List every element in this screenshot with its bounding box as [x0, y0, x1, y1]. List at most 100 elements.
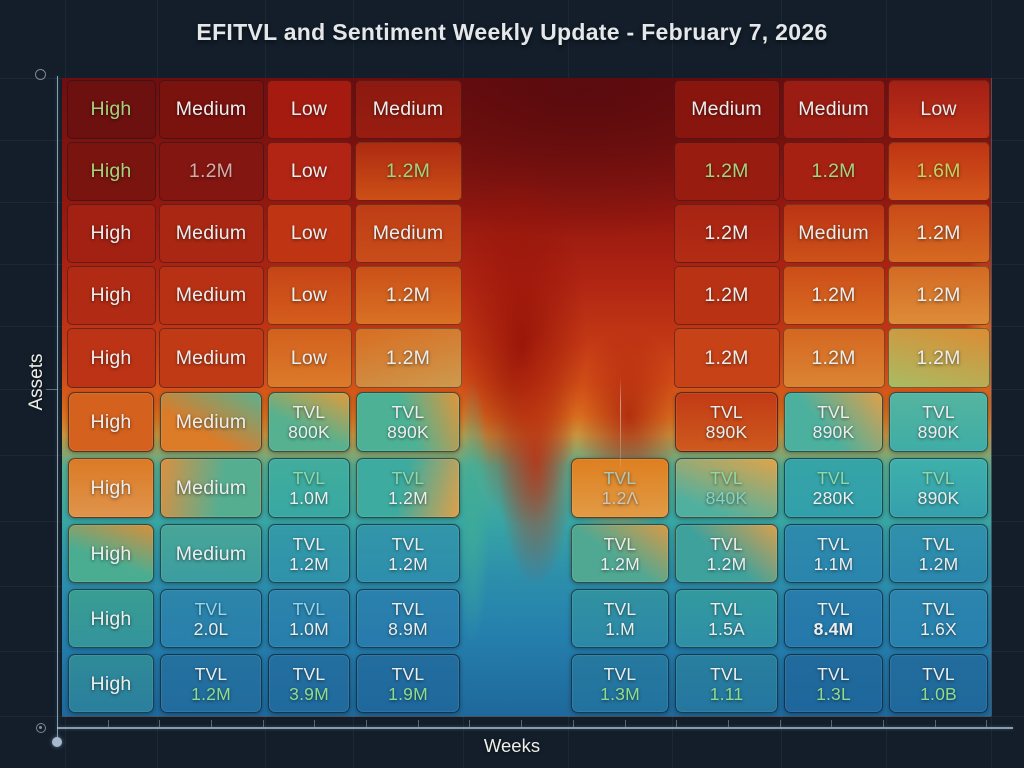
- heatmap-cell-r1c3: Low: [266, 79, 352, 139]
- x-axis-tick: [107, 720, 109, 727]
- heatmap-cell-r9c9: TVL 1.6X: [889, 589, 988, 648]
- x-axis-tick: [779, 720, 781, 727]
- heatmap-cell-r6c4: TVL 890K: [356, 392, 460, 452]
- heatmap-cell-r3c3: Low: [266, 203, 352, 263]
- heatmap-cell-r6c7: TVL 890K: [675, 392, 778, 452]
- x-axis-tick: [210, 720, 212, 727]
- heatmap-cell-r5c3: Low: [266, 327, 352, 388]
- cell-text: TVL: [194, 663, 228, 684]
- heatmap-cell-r3c2: Medium: [158, 203, 264, 263]
- heatmap-cell-r7c1: High: [68, 458, 154, 518]
- cell-text: Medium: [175, 411, 247, 433]
- heatmap-cell-r9c8: TVL 8.4M: [784, 589, 883, 648]
- x-axis-tick: [986, 720, 988, 727]
- heatmap-cell-r10c9: TVL 1.0B: [889, 654, 988, 713]
- heatmap-cell-r8c3: TVL 1.2M: [268, 524, 350, 583]
- x-axis-tick: [727, 720, 729, 727]
- cell-text: 1.2M: [388, 553, 428, 574]
- cell-text: 1.2M: [385, 284, 431, 306]
- page-gridline-v: [991, 0, 992, 768]
- cell-text: 1.6M: [916, 160, 961, 182]
- x-axis-tick: [934, 720, 936, 727]
- pointer-line: [620, 377, 621, 467]
- heatmap-cell-r5c7: 1.2M: [673, 327, 780, 388]
- heatmap-cell-r2c9: 1.6M: [887, 141, 990, 201]
- x-axis-tick: [314, 720, 316, 727]
- heatmap-cell-r2c3: Low: [266, 141, 352, 201]
- x-axis-tick: [159, 720, 161, 727]
- heatmap-cell-r10c7: TVL 1.11: [675, 654, 778, 713]
- heatmap-cell-r5c9: 1.2M: [887, 327, 990, 388]
- cell-text: Low: [290, 346, 328, 369]
- cell-text: Medium: [175, 542, 247, 565]
- x-axis-tick: [366, 720, 367, 727]
- cell-text: 280K: [812, 488, 855, 508]
- y-axis-tick: [46, 389, 57, 390]
- cell-text: TVL: [922, 663, 955, 684]
- x-axis-tick: [521, 720, 523, 727]
- heatmap-cell-r2c8: 1.2M: [782, 141, 885, 201]
- heatmap-cell-r6c2: Medium: [160, 392, 262, 452]
- cell-text: 1.2M: [706, 553, 747, 574]
- heatmap-cell-r1c2: Medium: [158, 79, 264, 139]
- cell-text: TVL: [922, 598, 955, 619]
- heatmap-plot-area: High Medium Low Medium Medium Medium Low High 1.…: [62, 78, 991, 716]
- cell-text: TVL: [603, 598, 637, 619]
- cell-text: TVL: [292, 598, 326, 619]
- cell-text: High: [90, 542, 132, 565]
- heatmap-cell-r1c1: High: [66, 79, 156, 139]
- cell-text: TVL: [710, 663, 743, 684]
- axis-origin-dot: [52, 737, 62, 747]
- x-axis-tick: [417, 720, 419, 727]
- cell-text: TVL: [817, 402, 850, 422]
- cell-text: TVL: [603, 468, 637, 488]
- cell-text: 1.2M: [388, 488, 428, 508]
- axis-corner-ring-icon: [36, 723, 46, 733]
- cell-text: Medium: [798, 222, 869, 244]
- cell-text: High: [90, 607, 132, 630]
- cell-text: 1.M: [605, 618, 635, 639]
- cell-text: 1.0B: [920, 683, 957, 704]
- cell-text: TVL: [391, 533, 425, 554]
- cell-text: TVL: [292, 533, 326, 554]
- heatmap-cell-r10c2: TVL 1.2M: [160, 654, 262, 713]
- cell-text: 3.9M: [289, 683, 329, 704]
- heatmap-cell-r5c2: Medium: [158, 327, 264, 388]
- heatmap-cell-r10c1: High: [68, 654, 154, 713]
- heatmap-cell-r1c7: Medium: [673, 79, 780, 139]
- cell-text: 1.0M: [289, 618, 329, 639]
- heatmap-cell-r2c4: 1.2M: [354, 141, 462, 201]
- cell-text: 2.0L: [193, 618, 229, 639]
- cell-text: Medium: [798, 98, 869, 120]
- heatmap-cell-r9c4: TVL 8.9M: [356, 589, 460, 648]
- cell-text: 1.2Λ: [601, 488, 639, 508]
- cell-text: 1.2M: [811, 160, 856, 182]
- heatmap-cell-r9c7: TVL 1.5A: [675, 589, 778, 648]
- heatmap-cell-r4c2: Medium: [158, 265, 264, 325]
- cell-text: TVL: [922, 468, 955, 488]
- cell-text: Low: [290, 222, 328, 244]
- heatmap-cell-r10c3: TVL 3.9M: [268, 654, 350, 713]
- heatmap-cell-r3c1: High: [66, 203, 156, 263]
- cell-text: 1.6X: [920, 618, 957, 639]
- heatmap-cell-r7c9: TVL 890K: [889, 458, 988, 518]
- heatmap-cell-r1c4: Medium: [354, 79, 462, 139]
- x-axis-tick: [624, 720, 626, 727]
- cell-text: High: [90, 477, 132, 499]
- heatmap-cell-r7c3: TVL 1.0M: [268, 458, 350, 518]
- heatmap-cell-r6c8: TVL 890K: [784, 392, 883, 452]
- heatmap-cell-r8c6: TVL 1.2M: [571, 524, 669, 583]
- cell-text: TVL: [817, 663, 850, 684]
- cell-text: TVL: [603, 663, 637, 684]
- cell-text: 1.11: [709, 683, 744, 704]
- cell-text: TVL: [391, 663, 425, 684]
- y-axis-line: [56, 76, 58, 742]
- heatmap-cell-r6c3: TVL 800K: [268, 392, 350, 452]
- cell-text: Low: [290, 98, 328, 120]
- cell-text: TVL: [292, 663, 326, 684]
- heatmap-cell-r10c4: TVL 1.9M: [356, 654, 460, 713]
- heatmap-cell-r7c6: TVL 1.2Λ: [571, 458, 669, 518]
- cell-text: 1.2M: [811, 346, 856, 369]
- cell-text: Low: [290, 284, 328, 306]
- cell-text: 890K: [917, 488, 960, 508]
